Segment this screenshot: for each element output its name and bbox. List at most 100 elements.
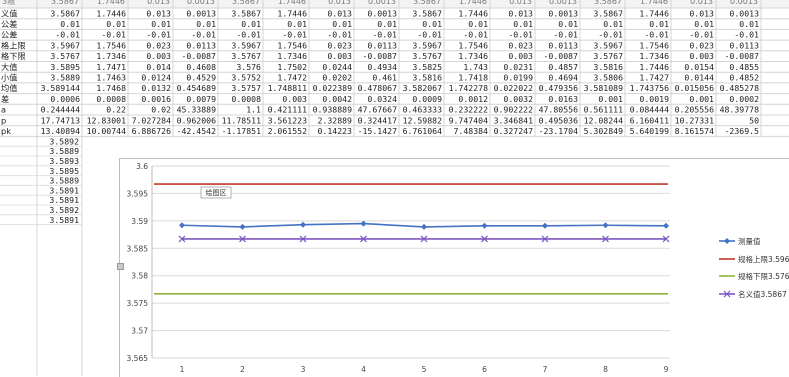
grid-cell[interactable]: 5.640199: [630, 126, 670, 136]
grid-cell[interactable]: 3.5752: [231, 73, 261, 83]
grid-cell[interactable]: 0.0079: [186, 94, 216, 104]
grid-cell[interactable]: 0.454689: [177, 83, 217, 93]
grid-cell[interactable]: 3.346841: [494, 115, 534, 125]
header-cell[interactable]: 0.0013: [368, 0, 396, 6]
grid-cell[interactable]: 0.0144: [684, 73, 714, 83]
header-cell[interactable]: 0.013: [509, 0, 532, 6]
header-cell[interactable]: 3.5867: [232, 0, 260, 6]
grid-cell[interactable]: -1.17851: [222, 126, 262, 136]
grid-cell[interactable]: 3.5816: [593, 62, 623, 72]
measure-cell[interactable]: 3.5891: [49, 195, 79, 205]
grid-cell[interactable]: -42.4542: [177, 126, 217, 136]
grid-cell[interactable]: 3.5967: [231, 40, 261, 50]
grid-cell[interactable]: -0.01: [282, 30, 307, 40]
grid-cell[interactable]: 1.742278: [449, 83, 489, 93]
grid-cell[interactable]: 3.576: [236, 62, 261, 72]
grid-cell[interactable]: 3.5867: [412, 8, 442, 18]
data-point[interactable]: [239, 235, 246, 243]
grid-cell[interactable]: 0.084444: [630, 105, 670, 115]
grid-cell[interactable]: 0.0124: [141, 73, 171, 83]
grid-cell[interactable]: 0.023: [689, 40, 714, 50]
header-cell[interactable]: 0.013: [147, 0, 170, 6]
grid-cell[interactable]: 0.4529: [186, 73, 216, 83]
measure-cell[interactable]: 3.5892: [49, 136, 79, 146]
grid-cell[interactable]: 0.0008: [96, 94, 126, 104]
grid-cell[interactable]: 1.7472: [277, 73, 307, 83]
grid-cell[interactable]: 1.7427: [639, 73, 669, 83]
grid-cell[interactable]: -15.1427: [358, 126, 398, 136]
grid-cell[interactable]: 1.7446: [96, 8, 126, 18]
grid-cell[interactable]: 0.0244: [322, 62, 352, 72]
grid-cell[interactable]: 0.244444: [41, 105, 81, 115]
data-point[interactable]: [481, 222, 488, 229]
grid-cell[interactable]: -0.01: [55, 30, 80, 40]
grid-cell[interactable]: 1.748811: [268, 83, 308, 93]
measure-cell[interactable]: 3.5891: [49, 215, 79, 225]
grid-cell[interactable]: -23.1704: [539, 126, 579, 136]
measure-cell[interactable]: 3.5889: [49, 176, 79, 186]
grid-cell[interactable]: 6.160411: [630, 115, 670, 125]
grid-cell[interactable]: 3.561223: [268, 115, 308, 125]
grid-cell[interactable]: 0.461: [372, 73, 397, 83]
grid-cell[interactable]: 0.0231: [503, 62, 533, 72]
grid-cell[interactable]: 0.0202: [322, 73, 352, 83]
chart-resize-handle-left[interactable]: [117, 263, 124, 270]
grid-cell[interactable]: 3.5867: [231, 8, 261, 18]
grid-cell[interactable]: 48.39778: [720, 105, 760, 115]
grid-cell[interactable]: 8.161574: [675, 126, 715, 136]
header-cell[interactable]: 1.7446: [97, 0, 125, 6]
grid-cell[interactable]: 0.01: [106, 19, 126, 29]
grid-cell[interactable]: 0.0019: [639, 94, 669, 104]
grid-cell[interactable]: 0.0012: [458, 94, 488, 104]
grid-cell[interactable]: 0.0013: [367, 8, 397, 18]
grid-cell[interactable]: -0.0087: [362, 51, 397, 61]
data-point[interactable]: [663, 222, 669, 229]
data-point[interactable]: [602, 235, 609, 243]
data-point[interactable]: [360, 235, 367, 243]
grid-cell[interactable]: 1.7471: [96, 62, 126, 72]
grid-cell[interactable]: 0.0113: [367, 40, 397, 50]
grid-cell[interactable]: 45.33889: [177, 105, 217, 115]
grid-cell[interactable]: 0.001: [598, 94, 623, 104]
grid-cell[interactable]: 11.78511: [222, 115, 262, 125]
header-cell[interactable]: 0.0013: [730, 0, 758, 6]
data-point[interactable]: [299, 235, 307, 243]
grid-cell[interactable]: 5.302849: [584, 126, 624, 136]
grid-cell[interactable]: -0.01: [327, 30, 352, 40]
legend-entry[interactable]: 测量值: [738, 236, 761, 246]
grid-cell[interactable]: 9.747404: [449, 115, 489, 125]
grid-cell[interactable]: -0.0087: [181, 51, 216, 61]
data-point[interactable]: [421, 223, 427, 230]
grid-cell[interactable]: 3.5967: [412, 40, 442, 50]
grid-cell[interactable]: 0.0324: [367, 94, 397, 104]
grid-cell[interactable]: 1.7546: [277, 40, 307, 50]
header-cell[interactable]: 3.5867: [51, 0, 79, 6]
grid-cell[interactable]: 0.023: [146, 40, 171, 50]
grid-cell[interactable]: 3.5967: [593, 40, 623, 50]
grid-cell[interactable]: 1.7346: [639, 51, 669, 61]
grid-cell[interactable]: 3.5767: [231, 51, 261, 61]
grid-cell[interactable]: 2.32889: [317, 115, 352, 125]
grid-cell[interactable]: 0.4694: [548, 73, 578, 83]
grid-cell[interactable]: 10.27331: [675, 115, 715, 125]
grid-cell[interactable]: 1.7446: [458, 8, 488, 18]
grid-cell[interactable]: 0.022389: [313, 83, 353, 93]
grid-cell[interactable]: 0.0199: [503, 73, 533, 83]
line-chart[interactable]: 3.6 3.595 3.59 3.585 3.58 3.575 3.57 3.565 1 2 3 4 5…: [117, 158, 789, 377]
grid-cell[interactable]: 0.0113: [186, 40, 216, 50]
grid-cell[interactable]: 0.0016: [141, 94, 171, 104]
header-cell[interactable]: 0.013: [690, 0, 713, 6]
grid-cell[interactable]: 1.7418: [458, 73, 488, 83]
grid-cell[interactable]: -0.01: [508, 30, 533, 40]
grid-cell[interactable]: 0.324417: [358, 115, 398, 125]
grid-cell[interactable]: 0.013: [689, 8, 714, 18]
grid-cell[interactable]: 0.4852: [729, 73, 759, 83]
grid-cell[interactable]: 6.761064: [403, 126, 443, 136]
grid-cell[interactable]: 3.5889: [50, 73, 80, 83]
grid-cell[interactable]: -2369.5: [724, 126, 759, 136]
grid-cell[interactable]: 0.01: [287, 19, 307, 29]
grid-cell[interactable]: 0.01: [422, 19, 442, 29]
grid-cell[interactable]: 3.5967: [50, 40, 80, 50]
grid-cell[interactable]: 3.5867: [593, 8, 623, 18]
legend-entry[interactable]: 规格上限3.5967: [738, 254, 789, 264]
